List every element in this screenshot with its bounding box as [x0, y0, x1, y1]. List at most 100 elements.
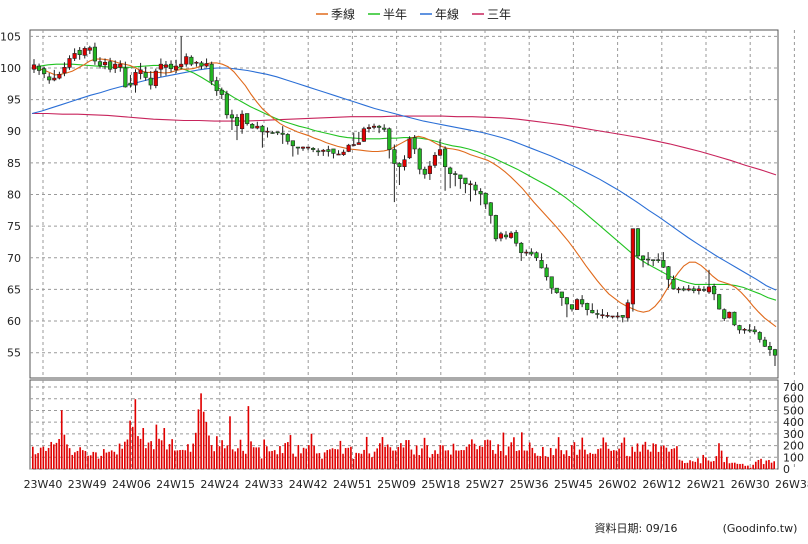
candle-down [671, 278, 676, 290]
legend-label: 半年 [383, 8, 407, 22]
candle-down [295, 146, 300, 149]
candle-up [371, 125, 377, 128]
volume-bar [607, 448, 610, 469]
volume-bar [678, 459, 681, 469]
x-tick-label: 23W49 [68, 478, 107, 491]
volume-bar [58, 439, 60, 469]
volume-bar [502, 432, 505, 469]
volume-bar [100, 455, 102, 469]
candle-up [321, 149, 326, 152]
volume-bar [418, 455, 421, 469]
candle-down [493, 215, 498, 240]
volume-bar [265, 446, 268, 469]
volume-bar [731, 462, 733, 469]
x-tick-label: 23W40 [24, 478, 63, 491]
x-tick-label: 24W51 [333, 478, 372, 491]
x-tick-label: 25W27 [466, 478, 505, 491]
candle-down [559, 291, 564, 298]
candle-down [422, 168, 427, 175]
volume-bar [384, 446, 386, 469]
volume-bar [221, 440, 223, 469]
volume-bar [507, 446, 510, 469]
volume-bar [76, 450, 79, 469]
x-tick-label: 25W18 [421, 478, 460, 491]
candle-up [133, 72, 138, 86]
volume-bar [276, 454, 279, 469]
legend-label: 年線 [435, 7, 459, 22]
volume-tick-label: 700 [783, 381, 804, 394]
volume-bar [168, 444, 171, 469]
candle-up [102, 61, 108, 66]
volume-tick-label: 0 [783, 463, 790, 476]
volume-bar [226, 445, 229, 469]
volume-bar [452, 443, 455, 469]
candle-down [458, 174, 463, 179]
volume-bar [368, 453, 371, 469]
candle-up [615, 315, 620, 318]
volume-bar [386, 444, 389, 469]
volume-bar [176, 450, 179, 469]
volume-bar [689, 460, 691, 469]
volume-bar [410, 449, 413, 469]
volume-bar [618, 448, 620, 469]
volume-bar [694, 461, 697, 469]
volume-bar [126, 439, 129, 469]
candle-up [346, 144, 351, 152]
candle-down [377, 125, 382, 128]
price-tick-label: 65 [7, 283, 21, 296]
x-tick-label: 26W21 [687, 478, 726, 491]
candle-down [747, 329, 752, 332]
volume-bar [247, 406, 250, 469]
candle-down [483, 192, 488, 205]
price-tick-label: 80 [7, 189, 21, 202]
candle-down [529, 251, 534, 255]
volume-bar [357, 453, 360, 469]
candle-up [610, 315, 615, 318]
volume-bar [192, 443, 194, 469]
volume-bar [586, 454, 589, 469]
volume-bar [599, 448, 602, 469]
volume-bar [415, 445, 418, 469]
volume-bar [145, 448, 147, 469]
candle-down [569, 304, 575, 310]
price-tick-label: 95 [7, 94, 21, 107]
price-tick-label: 70 [7, 252, 21, 265]
volume-bar [749, 467, 752, 469]
volume-bar [623, 437, 626, 469]
candle-down [640, 255, 646, 260]
candle-down [534, 252, 539, 259]
candle-up [437, 149, 443, 156]
candle-down [585, 303, 590, 310]
volume-bar [697, 458, 699, 469]
candle-up [336, 153, 341, 156]
candle-down [108, 61, 113, 70]
volume-bar [339, 440, 342, 469]
volume-bar [431, 454, 434, 469]
volume-bar [691, 461, 694, 469]
legend-label: 三年 [487, 8, 511, 22]
volume-bar [523, 450, 526, 469]
volume-bar [363, 449, 365, 469]
candle-up [72, 53, 77, 59]
volume-bar [539, 456, 542, 469]
volume-bar [55, 442, 58, 469]
candle-up [118, 63, 123, 68]
price-tick-label: 75 [7, 220, 21, 233]
candle-down [503, 234, 509, 238]
volume-bar [329, 449, 331, 469]
candle-down [387, 128, 392, 150]
volume-bar [95, 452, 97, 469]
candle-down [752, 329, 757, 333]
candle-down [417, 148, 422, 170]
volume-bar [652, 443, 655, 469]
candle-up [524, 251, 529, 254]
candle-down [443, 148, 448, 167]
volume-bar [747, 465, 749, 469]
candle-up [52, 77, 57, 81]
volume-bar [218, 446, 221, 469]
candle-down [412, 137, 417, 150]
volume-bar [736, 463, 739, 469]
candle-down [219, 89, 224, 95]
volume-bar [350, 446, 352, 469]
